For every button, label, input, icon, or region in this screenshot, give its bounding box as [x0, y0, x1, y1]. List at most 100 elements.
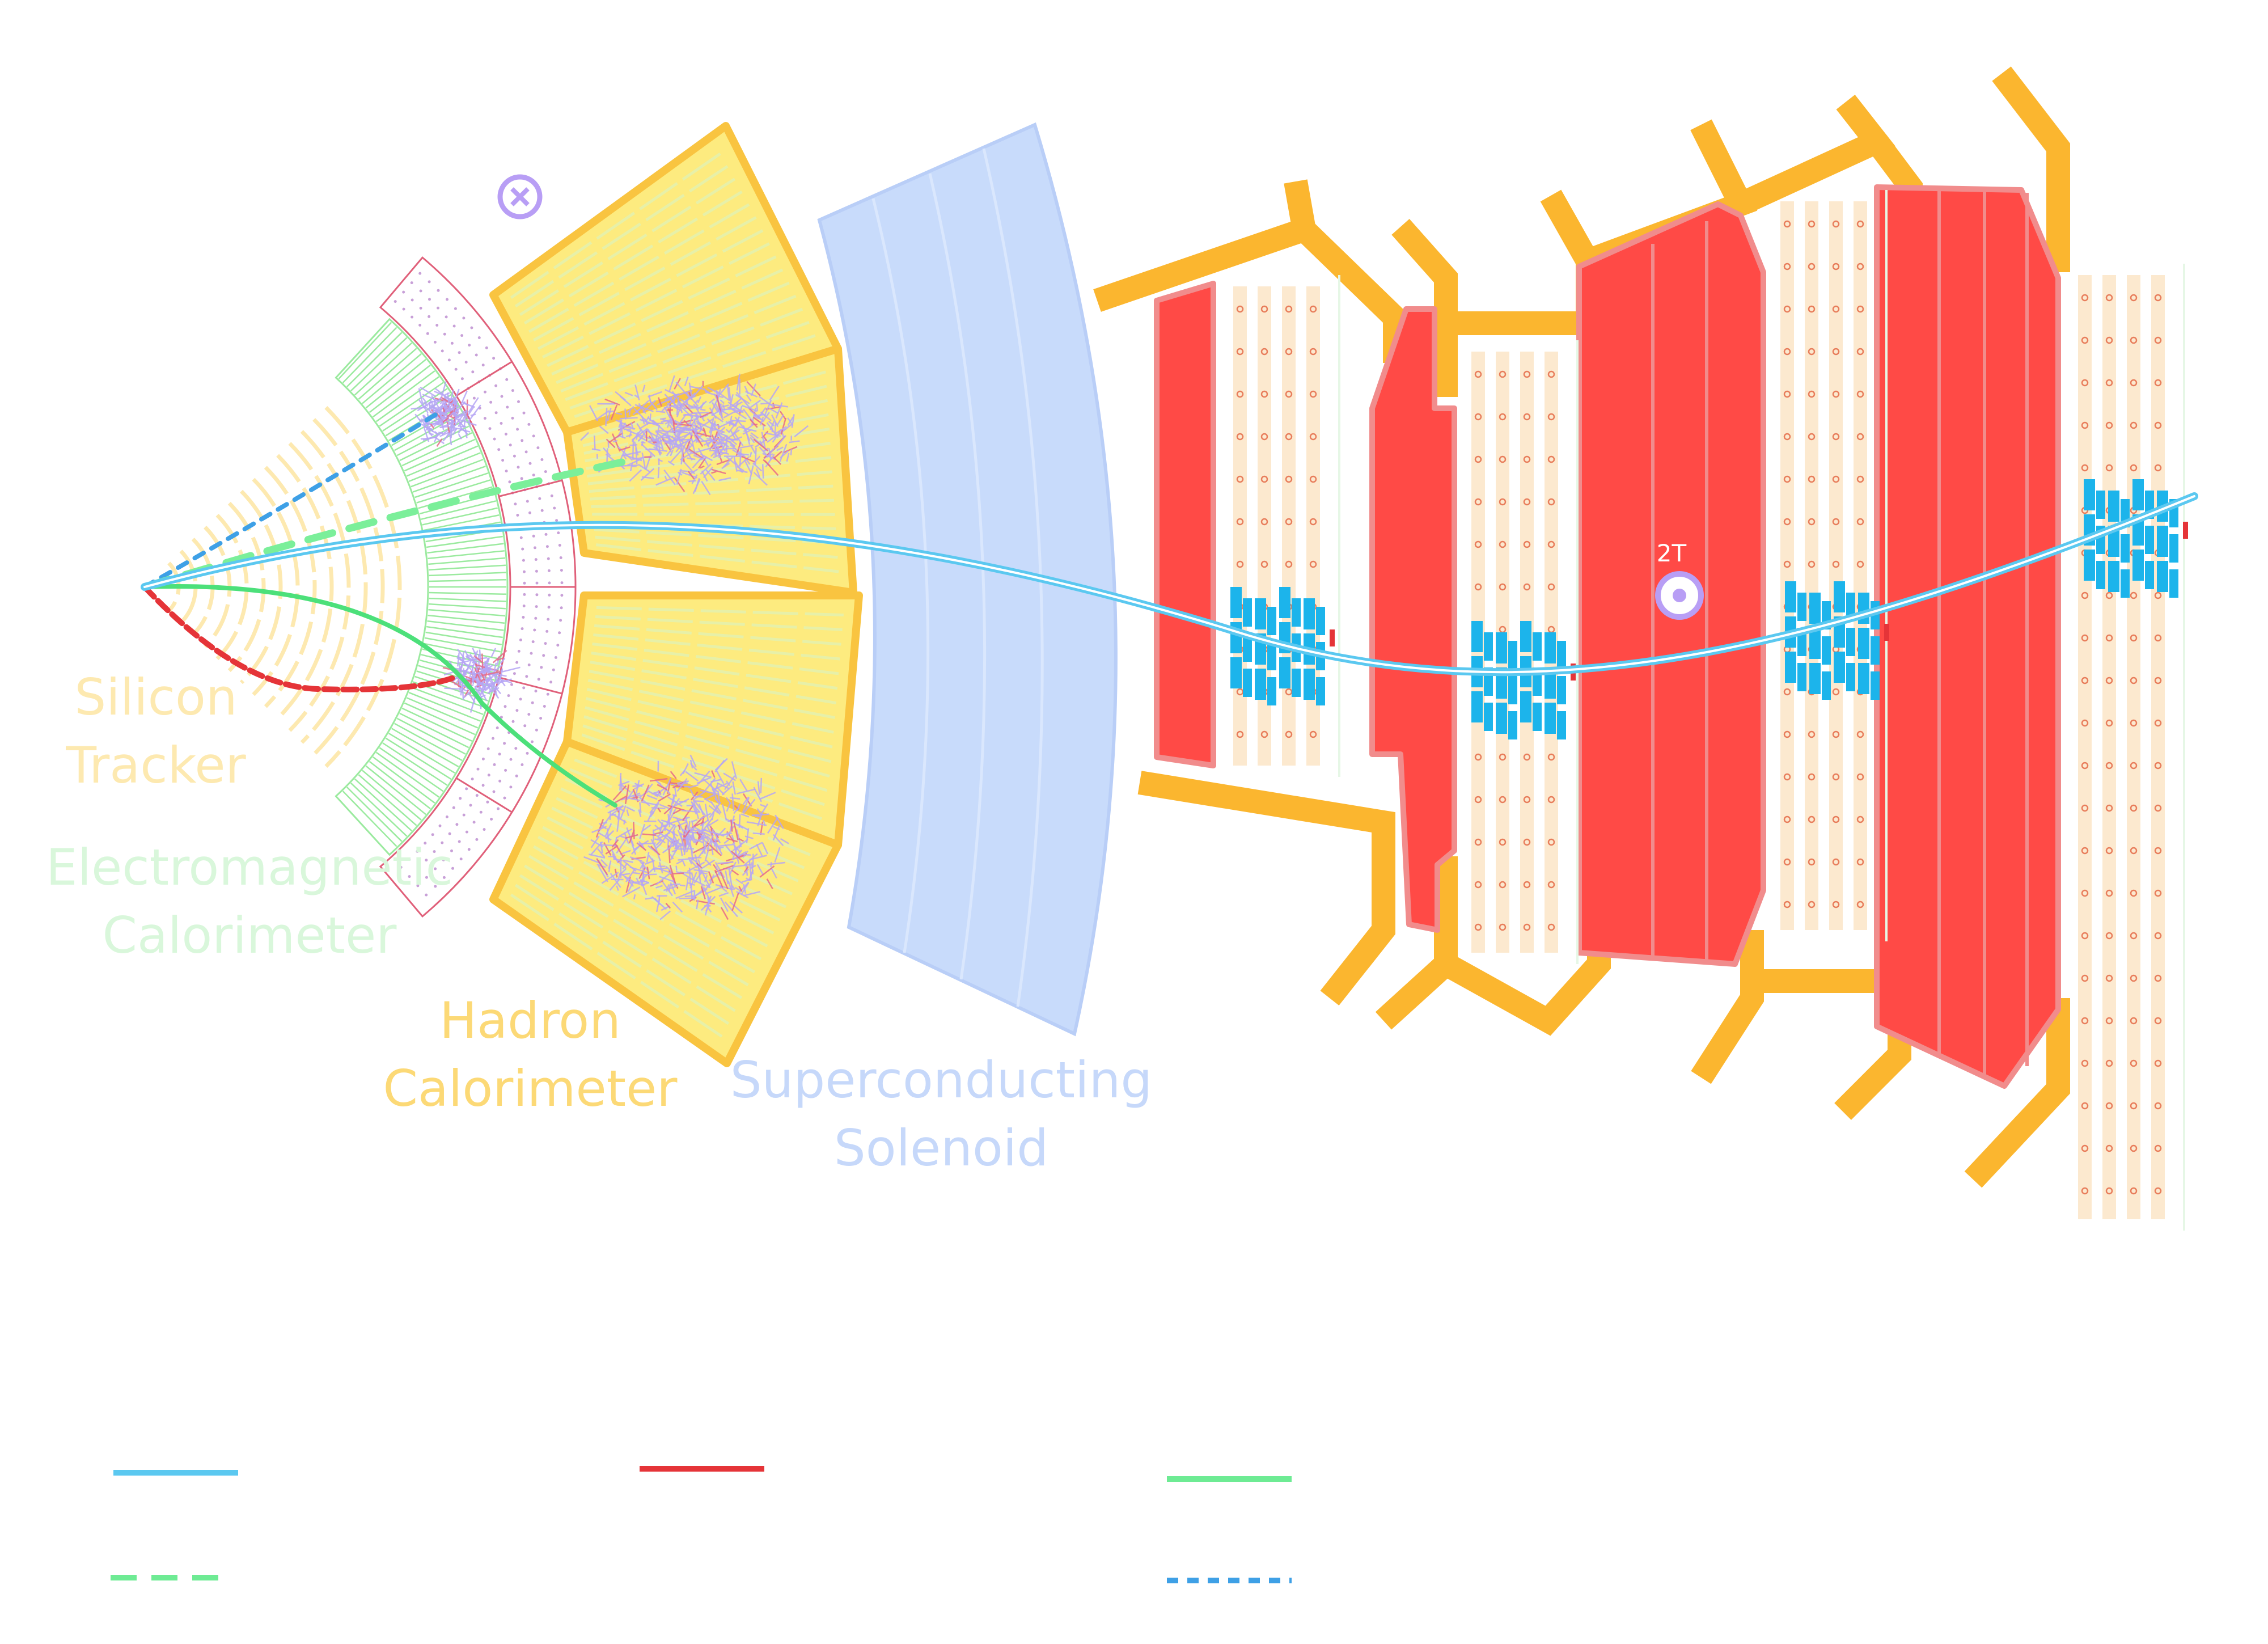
shower-fragment — [722, 804, 727, 821]
muon-wire — [2105, 1059, 2113, 1067]
preshower-cell — [547, 569, 551, 572]
preshower-cell — [462, 813, 466, 817]
shower-fragment — [672, 794, 675, 804]
muon-wire — [1474, 923, 1482, 931]
shower-fragment — [597, 831, 612, 841]
shower-fragment — [716, 770, 725, 784]
shower-fragment — [674, 838, 680, 850]
preshower-cell — [469, 804, 472, 807]
muon-wire — [2081, 379, 2089, 387]
preshower-cell — [471, 777, 474, 781]
muon-wire — [1523, 540, 1531, 548]
preshower-cell — [451, 867, 454, 870]
preshower-cell — [464, 361, 468, 364]
preshower-cell — [434, 867, 437, 870]
shower-fragment — [692, 791, 706, 801]
shower-fragment — [619, 805, 627, 820]
shower-fragment — [676, 424, 682, 426]
shower-fragment — [736, 373, 741, 391]
shower-fragment — [672, 901, 683, 913]
shower-fragment — [624, 784, 629, 804]
shower-fragment — [712, 442, 719, 448]
shower-fragment — [463, 402, 476, 408]
preshower-cell — [500, 716, 503, 719]
preshower-cell — [517, 649, 521, 653]
shower-fragment — [635, 448, 638, 464]
preshower-cell — [531, 740, 534, 743]
shower-fragment — [675, 890, 695, 899]
shower-fragment — [456, 652, 460, 667]
ecal-crystal — [406, 697, 479, 729]
shower-fragment — [743, 884, 747, 894]
shower-fragment — [658, 397, 662, 407]
shower-fragment — [772, 429, 782, 443]
shower-fragment — [666, 446, 674, 457]
ecal-crystal — [406, 445, 479, 477]
silicon-tracker-label-line2: Tracker — [65, 736, 246, 794]
shower-fragment — [699, 847, 706, 851]
shower-fragment — [684, 377, 689, 387]
hcal-absorber-stripe — [547, 816, 777, 936]
shower-fragment — [705, 859, 712, 866]
shower-fragment — [697, 833, 701, 839]
muon-hit — [1809, 628, 1821, 659]
preshower-cell — [431, 833, 434, 836]
shower-fragment — [672, 880, 676, 887]
shower-fragment — [725, 429, 730, 433]
shower-fragment — [659, 834, 668, 846]
shower-fragment — [447, 392, 451, 411]
muon-wire — [1309, 390, 1317, 398]
preshower-cell — [548, 581, 551, 585]
solenoid-label-line1: Superconducting — [730, 1051, 1152, 1109]
ecal-crystal — [414, 472, 489, 498]
shower-fragment — [444, 687, 461, 690]
shower-fragment — [452, 428, 458, 436]
hcal-absorber-stripe — [590, 484, 833, 501]
preshower-cell — [438, 824, 442, 827]
shower-fragment — [666, 422, 670, 428]
shower-fragment — [636, 780, 640, 793]
muon-wire — [2154, 847, 2162, 855]
muon-wire — [1832, 390, 1840, 398]
preshower-cell — [450, 849, 453, 852]
shower-fragment — [644, 418, 649, 425]
ecal-crystal — [426, 626, 503, 639]
shower-fragment — [750, 437, 755, 443]
muon-wire — [1260, 305, 1268, 313]
preshower-cell — [531, 640, 535, 644]
preshower-divider — [456, 777, 513, 813]
shower-fragment — [654, 831, 663, 835]
shower-fragment — [610, 404, 618, 420]
shower-fragment — [692, 799, 700, 819]
muon-wire — [1260, 560, 1268, 568]
hcal-absorber-stripe — [523, 189, 744, 325]
shower-fragment — [705, 794, 714, 800]
shower-fragment — [674, 438, 692, 448]
shower-fragment — [751, 383, 756, 396]
yoke-layer-1 — [1154, 281, 1216, 768]
shower-fragment — [675, 415, 686, 430]
shower-fragment — [691, 474, 698, 484]
preshower-cell — [547, 557, 550, 560]
shower-fragment — [608, 410, 614, 413]
shower-fragment — [754, 447, 757, 466]
muon-wire — [2154, 336, 2162, 344]
muon-wire — [1499, 540, 1507, 548]
shower-fragment — [671, 430, 688, 434]
preshower-cell — [532, 474, 535, 477]
preshower-cell — [454, 367, 458, 371]
muon-wire — [2154, 1187, 2162, 1195]
preshower-cell — [472, 396, 476, 400]
preshower-cell — [408, 858, 411, 861]
preshower-cell — [416, 867, 420, 870]
muon-wire — [1783, 390, 1791, 398]
muon-wire — [1808, 263, 1816, 271]
muon-wire — [1832, 901, 1840, 908]
shower-fragment — [663, 805, 674, 815]
muon-hit — [1871, 671, 1880, 700]
shower-fragment — [641, 882, 650, 886]
shower-fragment — [712, 829, 721, 844]
shower-fragment — [679, 832, 686, 852]
shower-fragment — [718, 892, 729, 897]
shower-fragment — [712, 402, 719, 413]
